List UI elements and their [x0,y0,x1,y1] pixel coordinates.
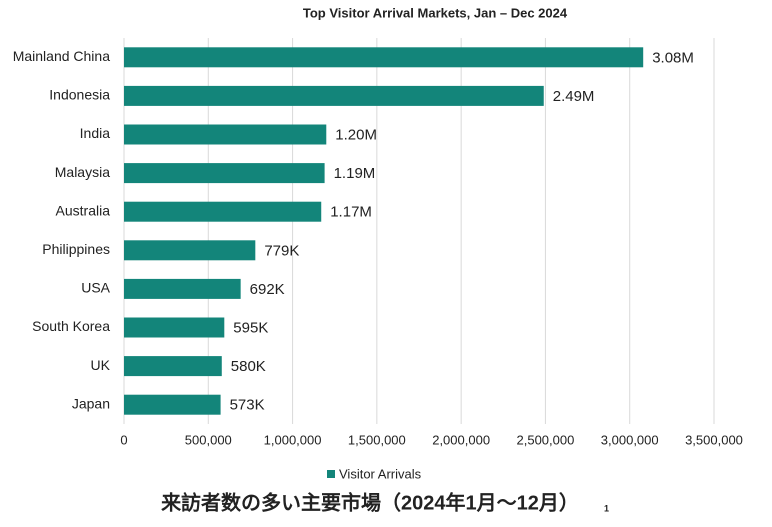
x-tick-label: 3,500,000 [685,432,743,447]
caption-note: 1 [604,503,609,513]
y-tick-label: South Korea [32,318,110,334]
x-tick-label: 2,500,000 [517,432,575,447]
value-label: 1.19M [334,165,376,182]
value-label: 580K [231,358,266,375]
bar [124,201,322,222]
value-label: 3.08M [652,49,694,66]
bar [124,356,222,377]
y-tick-label: Mainland China [13,48,110,64]
legend-label: Visitor Arrivals [339,466,422,481]
value-label: 1.17M [330,204,372,221]
value-label: 1.20M [335,126,377,143]
bar [124,240,256,261]
x-tick-label: 1,500,000 [348,432,406,447]
value-label: 2.49M [553,88,595,105]
y-tick-label: India [80,125,111,141]
y-tick-label: USA [81,280,110,296]
bar [124,278,241,299]
bar [124,394,221,415]
y-tick-label: Indonesia [49,87,110,103]
bar [124,317,225,338]
value-label: 573K [230,397,265,414]
value-label: 779K [264,242,299,259]
value-label: 692K [250,281,285,298]
x-tick-label: 500,000 [185,432,232,447]
y-tick-label: Malaysia [55,164,110,180]
value-label: 595K [233,319,268,336]
bar [124,124,327,145]
bar [124,163,325,184]
y-tick-label: Australia [56,202,111,218]
x-tick-label: 1,000,000 [264,432,322,447]
bar [124,47,644,68]
x-tick-label: 0 [120,432,127,447]
caption: 来訪者数の多い主要市場（2024年1月～12月） [160,490,579,514]
x-tick-label: 3,000,000 [601,432,659,447]
y-tick-label: Japan [72,395,110,411]
x-tick-label: 2,000,000 [432,432,490,447]
legend-swatch [327,470,335,478]
chart-title: Top Visitor Arrival Markets, Jan – Dec 2… [303,5,568,20]
y-tick-label: Philippines [42,241,110,257]
y-tick-label: UK [91,357,111,373]
bar [124,85,544,106]
